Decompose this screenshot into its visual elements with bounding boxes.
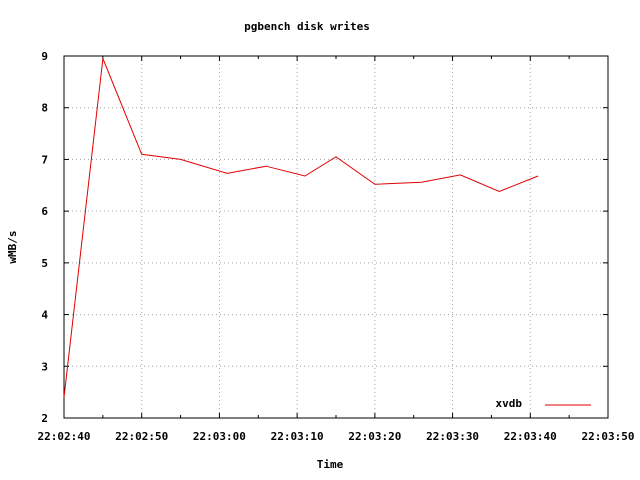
chart-title: pgbench disk writes xyxy=(244,20,370,33)
x-tick-label: 22:03:30 xyxy=(426,430,479,443)
x-tick-label: 22:03:50 xyxy=(582,430,635,443)
series-line-xvdb xyxy=(63,58,539,398)
x-tick-label: 22:02:50 xyxy=(115,430,168,443)
x-tick-label: 22:02:40 xyxy=(38,430,91,443)
series-layer xyxy=(63,58,539,398)
y-axis-label: wMB/s xyxy=(6,230,19,263)
x-tick-label: 22:03:00 xyxy=(193,430,246,443)
y-tick-label: 8 xyxy=(41,102,48,115)
y-tick-label: 4 xyxy=(41,309,48,322)
x-tick-label: 22:03:40 xyxy=(504,430,557,443)
y-tick-label: 2 xyxy=(41,412,48,425)
y-tick-label: 7 xyxy=(41,153,48,166)
legend: xvdb xyxy=(496,397,591,410)
y-axis-tick-labels: 2 3 4 5 6 7 8 9 xyxy=(41,50,48,425)
x-axis-tick-labels: 22:02:40 22:02:50 22:03:00 22:03:10 22:03:20… xyxy=(38,430,635,443)
legend-label: xvdb xyxy=(496,397,523,410)
x-tick-label: 22:03:10 xyxy=(271,430,324,443)
x-tick-label: 22:03:20 xyxy=(348,430,401,443)
y-tick-label: 3 xyxy=(41,360,48,373)
y-tick-label: 9 xyxy=(41,50,48,63)
plot-area xyxy=(63,55,609,419)
y-tick-label: 6 xyxy=(41,205,48,218)
y-tick-label: 5 xyxy=(41,257,48,270)
grid xyxy=(64,56,608,418)
ticks xyxy=(63,55,609,419)
x-axis-label: Time xyxy=(317,458,344,471)
